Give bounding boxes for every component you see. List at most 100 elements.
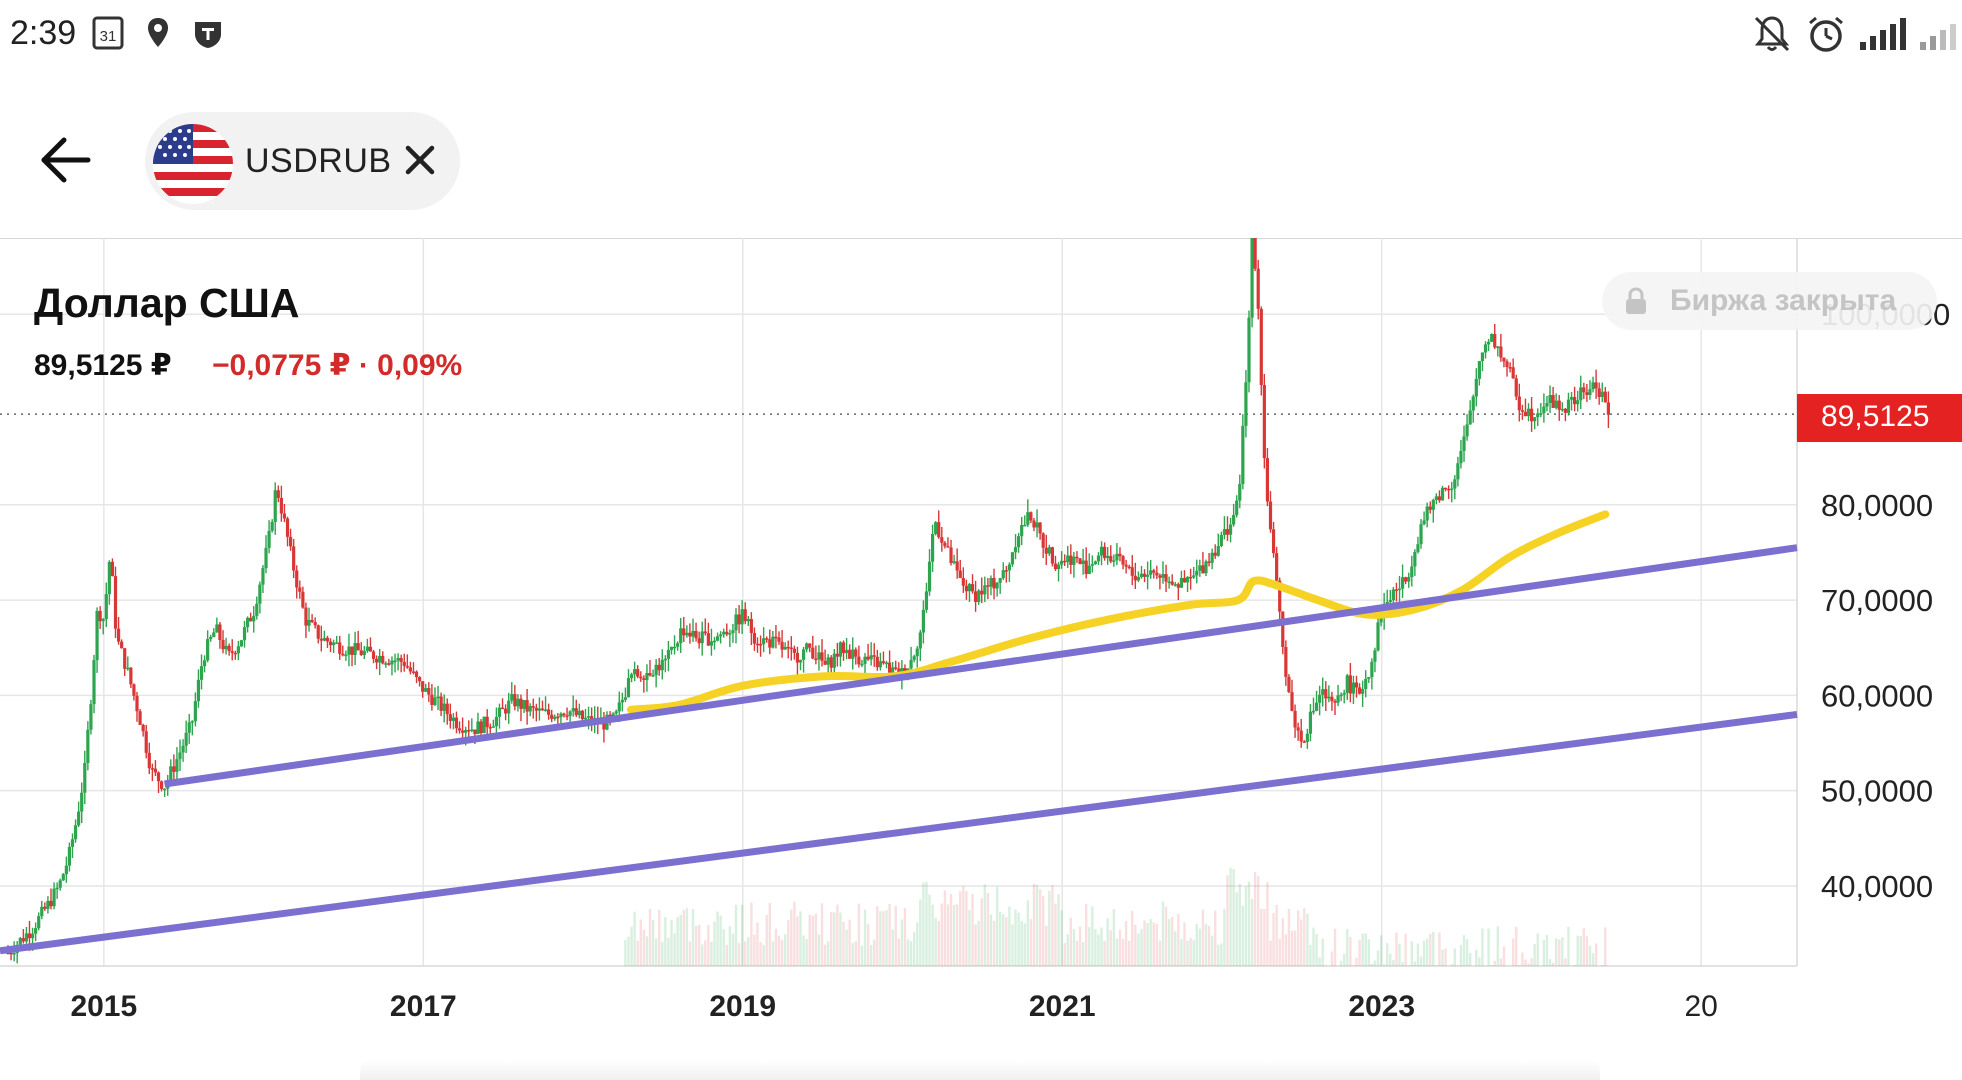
candle-body (672, 646, 677, 649)
candle-body (1397, 588, 1402, 591)
candle-body (153, 768, 158, 773)
instrument-title: Доллар США (34, 280, 300, 326)
market-status-text: Биржа закрыта (1670, 284, 1897, 317)
ticker-chip[interactable]: USDRUB (145, 112, 460, 210)
candle-body (1182, 578, 1187, 583)
candle-body (1287, 676, 1291, 693)
candle-body (749, 618, 753, 633)
candle-body (1069, 555, 1073, 565)
candle-body (823, 660, 827, 665)
volume-bar (1441, 949, 1444, 966)
volume-bar (900, 919, 904, 966)
volume-bar (1198, 928, 1202, 966)
volume-bar (808, 914, 811, 966)
volume-bar (974, 924, 977, 966)
candle-body (1087, 565, 1091, 575)
candle-body (138, 711, 142, 725)
volume-bar (658, 909, 661, 966)
volume-bar (897, 938, 901, 966)
candle-body (642, 678, 646, 681)
candle-body (104, 594, 108, 620)
volume-bar (912, 931, 916, 966)
volume-bar (946, 904, 950, 966)
volume-bar (1152, 922, 1155, 966)
candle-body (550, 714, 554, 719)
volume-bar (762, 944, 765, 966)
candle-body (344, 654, 348, 657)
volume-bar (1257, 876, 1260, 966)
candle-body (1416, 544, 1420, 552)
candle-body (347, 646, 351, 655)
candle-body (1585, 392, 1589, 395)
candle-body (1093, 561, 1098, 565)
candle-body (461, 730, 465, 733)
candle-body (184, 732, 188, 746)
candle-body (365, 646, 369, 651)
volume-bar (1229, 867, 1232, 966)
candle-body (335, 642, 339, 644)
candle-body (310, 619, 314, 622)
candle-body (1456, 463, 1460, 480)
candle-body (540, 708, 545, 711)
candle-body (273, 490, 277, 522)
candle-body (915, 648, 919, 657)
volume-bar (790, 909, 793, 966)
volume-bar (1576, 935, 1579, 966)
candle-body (209, 636, 213, 640)
status-bar: 2:39 31 (0, 0, 1962, 70)
candle-body (1109, 555, 1113, 562)
candle-body (970, 584, 975, 592)
candle-body (731, 630, 735, 634)
candle-body (418, 677, 422, 682)
candle-body (206, 639, 210, 661)
candle-body (1431, 499, 1435, 510)
volume-bar (1023, 923, 1026, 966)
volume-bar (919, 899, 922, 966)
candle-body (1345, 675, 1349, 693)
chart-top-border (0, 238, 1962, 239)
candle-body (255, 603, 259, 616)
candle-body (224, 645, 228, 650)
volume-bar (1223, 908, 1226, 966)
candle-body (1013, 547, 1018, 553)
candle-body (1121, 556, 1125, 565)
volume-bar (701, 944, 704, 966)
candle-body (1035, 522, 1039, 528)
candle-body (740, 609, 744, 625)
candle-body (838, 642, 843, 657)
candle-body (1324, 689, 1328, 699)
price-chart[interactable]: 40,000050,000060,000070,000080,0000100,0… (0, 238, 1962, 1080)
volume-bar (851, 942, 854, 966)
candle-body (55, 887, 59, 890)
candle-body (1275, 553, 1279, 581)
volume-bar (759, 941, 762, 966)
back-button[interactable] (36, 130, 96, 190)
candle-body (700, 631, 704, 644)
x-tick-label: 20 (1684, 990, 1717, 1023)
candle-body (617, 702, 621, 712)
candle-body (129, 667, 133, 685)
volume-bar (1167, 919, 1171, 966)
candle-body (34, 928, 38, 934)
candle-body (1195, 570, 1199, 576)
volume-bar (731, 933, 735, 966)
volume-bar (820, 903, 824, 966)
volume-bar (765, 914, 768, 966)
candle-body (341, 653, 345, 656)
volume-bar (1002, 914, 1005, 966)
candle-body (706, 633, 710, 646)
candle-body (12, 952, 16, 955)
candle-body (829, 657, 833, 668)
bottom-sheet-edge (360, 1060, 1600, 1080)
candle-body (762, 638, 766, 645)
candle-body (1238, 483, 1242, 501)
y-tick-label: 80,0000 (1821, 488, 1933, 523)
volume-bar (1250, 898, 1254, 966)
candle-body (187, 722, 191, 733)
candle-body (467, 729, 471, 732)
volume-bar (1419, 956, 1423, 966)
candle-body (1348, 675, 1352, 694)
close-icon[interactable] (400, 140, 440, 180)
candle-body (199, 666, 204, 680)
volume-bar (1352, 965, 1355, 966)
